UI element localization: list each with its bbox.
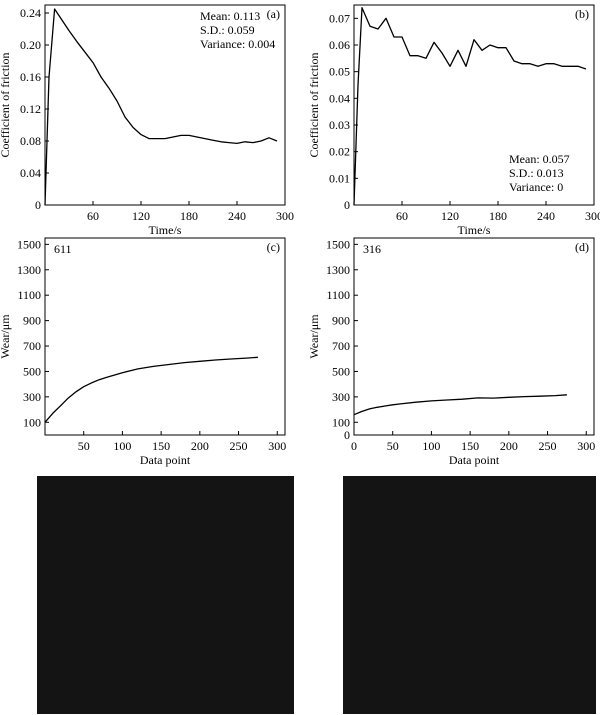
y-tick-label: 700 (23, 339, 41, 353)
stats-line: S.D.: 0.013 (509, 166, 564, 180)
x-tick-label: 120 (441, 209, 459, 223)
panel-label: (c) (267, 240, 280, 254)
chart-c: 50 100 150 200 250 300 100 300 500 700 900 1100 1300… (0, 237, 286, 467)
plot-frame (44, 4, 286, 206)
x-tick-label: 240 (537, 209, 555, 223)
y-tick-label: 1300 (17, 263, 41, 277)
y-tick-label: 0.24 (20, 6, 41, 20)
y-axis-label: Coefficient of friction (307, 52, 321, 157)
y-tick-label: 0.03 (329, 118, 350, 132)
y-tick-label: 0.04 (20, 166, 41, 180)
series-line (44, 8, 278, 206)
x-tick-label: 250 (230, 439, 248, 453)
y-tick-label: 0.02 (329, 145, 350, 159)
total-wear-value: 316 (363, 242, 381, 256)
y-tick-label: 1300 (326, 263, 350, 277)
plot-frame (44, 237, 286, 436)
panel-label: (d) (575, 240, 589, 254)
x-tick-label: 50 (387, 439, 399, 453)
x-tick-label: 60 (87, 209, 99, 223)
stats-line: Variance: 0 (509, 180, 563, 194)
chart-a: 60 120 180 240 300 0 0.04 0.08 0.12 0.16 0.20 0.24 T… (0, 4, 294, 237)
x-axis-label: Data point (140, 453, 191, 467)
y-axis-label: Coefficient of friction (0, 52, 12, 157)
x-tick-label: 0 (351, 439, 357, 453)
y-tick-label: 100 (23, 415, 41, 429)
y-tick-label: 1100 (17, 288, 41, 302)
series-line (44, 356, 258, 423)
y-tick-label: 300 (23, 390, 41, 404)
panel-label: (b) (575, 7, 589, 21)
y-tick-label: 1500 (326, 237, 350, 251)
y-tick-label: 900 (23, 314, 41, 328)
x-axis-label: Time/s (458, 223, 491, 237)
y-tick-label: 0.08 (20, 134, 41, 148)
y-tick-label: 0 (344, 198, 350, 212)
y-tick-label: 1500 (17, 237, 41, 251)
y-tick-label: 0.06 (329, 38, 350, 52)
x-tick-label: 300 (585, 209, 600, 223)
x-tick-label: 60 (396, 209, 408, 223)
wear-track-photo-e (37, 476, 294, 714)
stats-line: S.D.: 0.059 (200, 23, 255, 37)
x-tick-label: 240 (228, 209, 246, 223)
series-line (353, 7, 587, 206)
y-tick-label: 500 (23, 364, 41, 378)
x-tick-label: 100 (422, 439, 440, 453)
y-tick-label: 0.20 (20, 38, 41, 52)
x-tick-label: 200 (191, 439, 209, 453)
plot-frame (353, 4, 595, 206)
y-axis-label: Wear/μm (307, 314, 321, 359)
wear-track-photo-f (343, 476, 596, 714)
stats-line: Variance: 0.004 (200, 37, 275, 51)
y-tick-label: 500 (332, 364, 350, 378)
y-tick-label: 100 (332, 415, 350, 429)
stats-line: Mean: 0.113 (200, 9, 260, 23)
y-axis-label: Wear/μm (0, 314, 12, 359)
chart-d: 0 50 100 150 200 250 3000100300500700900110013… (307, 237, 595, 467)
y-tick-label: 0.12 (20, 102, 41, 116)
x-tick-label: 200 (500, 439, 518, 453)
y-tick-label: 900 (332, 314, 350, 328)
y-tick-label: 700 (332, 339, 350, 353)
x-tick-label: 300 (577, 439, 595, 453)
panel-label: (a) (267, 7, 280, 21)
x-tick-label: 150 (152, 439, 170, 453)
plot-frame (353, 237, 595, 436)
chart-b: 60 120 180 240 300 0 0.01 0.02 0.03 0.04 0.05 0.06 0… (307, 4, 600, 237)
stats-line: Mean: 0.057 (509, 152, 570, 166)
y-tick-label: 0.05 (329, 65, 350, 79)
y-tick-label: 0.04 (329, 91, 350, 105)
x-tick-label: 150 (461, 439, 479, 453)
x-axis-label: Time/s (149, 223, 182, 237)
x-axis-label: Data point (449, 453, 500, 467)
x-tick-label: 100 (113, 439, 131, 453)
x-tick-label: 50 (78, 439, 90, 453)
y-tick-label: 0.16 (20, 70, 41, 84)
y-tick-label: 1100 (326, 288, 350, 302)
y-tick-label: 0.07 (329, 11, 350, 25)
x-tick-label: 250 (539, 439, 557, 453)
series-line (353, 394, 567, 416)
x-tick-label: 300 (276, 209, 294, 223)
y-tick-label: 300 (332, 390, 350, 404)
x-tick-label: 120 (132, 209, 150, 223)
y-tick-label: 0 (35, 198, 41, 212)
x-tick-label: 180 (489, 209, 507, 223)
y-tick-label: 0 (344, 428, 350, 442)
x-tick-label: 300 (268, 439, 286, 453)
x-tick-label: 180 (180, 209, 198, 223)
y-tick-label: 0.01 (329, 171, 350, 185)
total-wear-value: 611 (54, 242, 72, 256)
